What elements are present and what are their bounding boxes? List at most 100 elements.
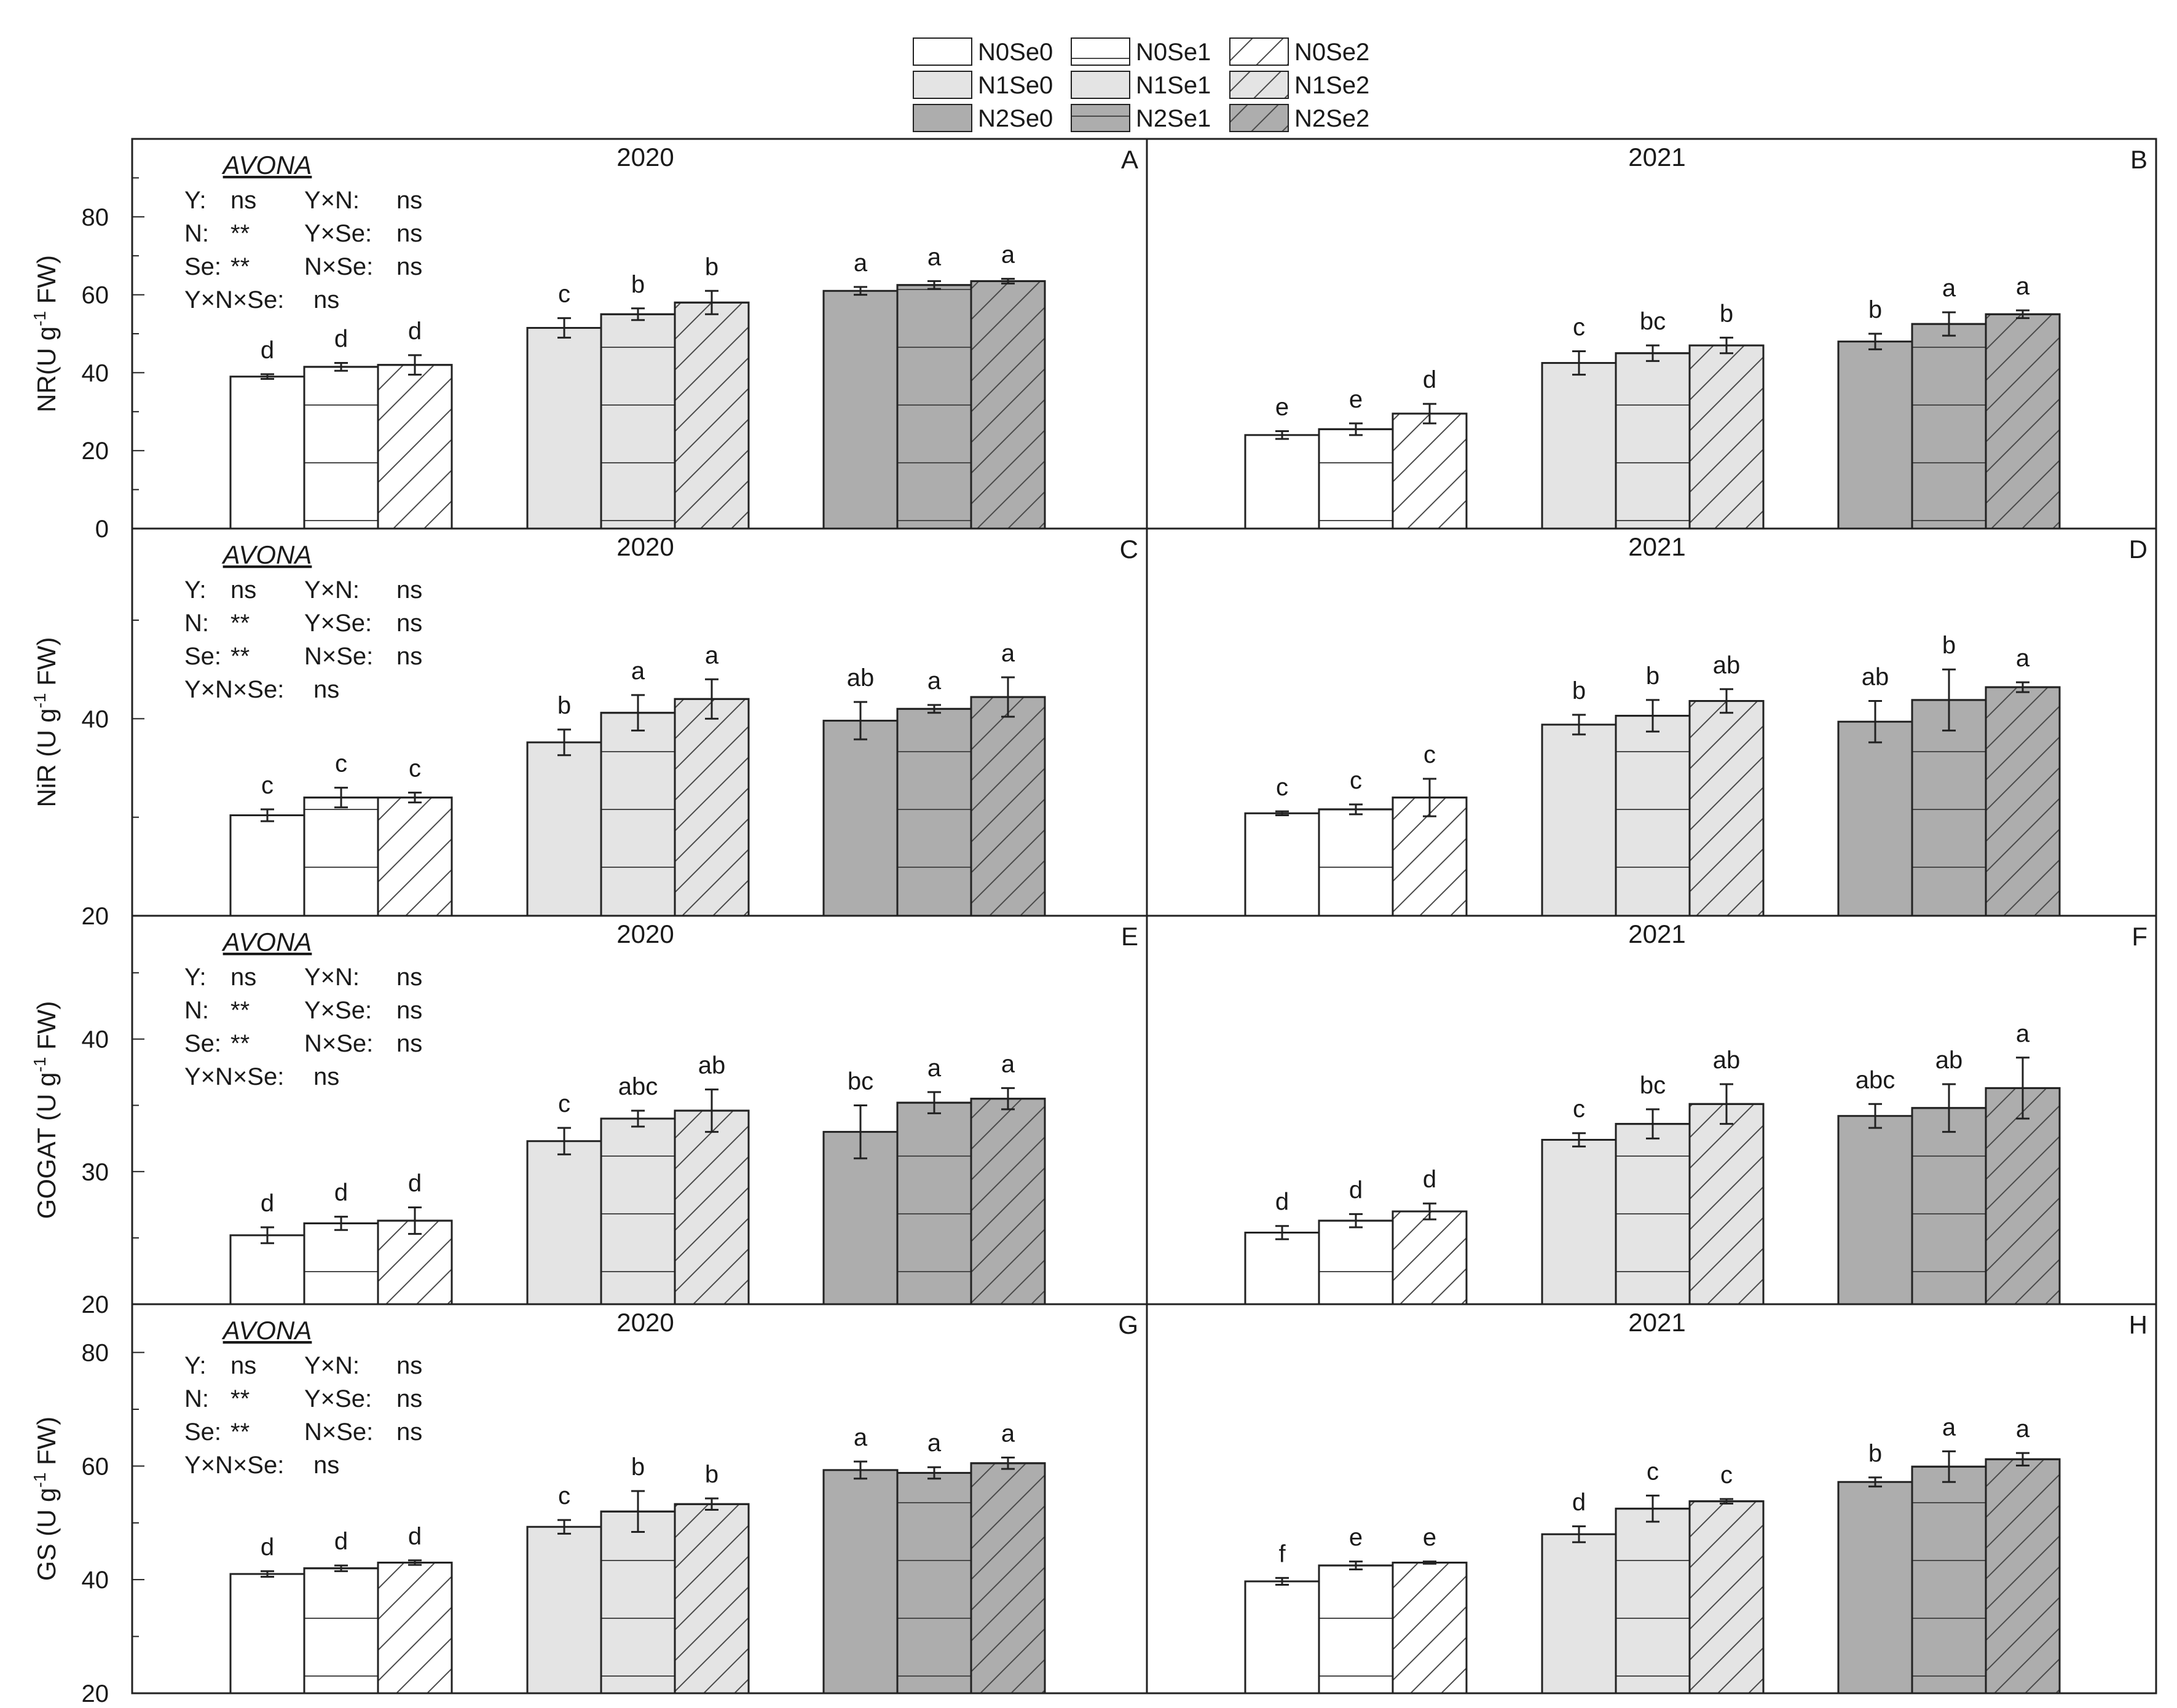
legend: N0Se0 N0Se1 N0Se2 N1Se0 N1Se1 N1Se2 N2Se0 N2Se1… (913, 37, 1369, 132)
y-axis-title-part: NR(U g (32, 326, 61, 412)
significance-letter: ab (1862, 664, 1889, 691)
panel-year: 2020 (616, 143, 674, 171)
bar-pattern-N0Se1 (1318, 808, 1394, 917)
bar-pattern-N0Se1 (303, 1567, 379, 1694)
bar-N2Se0 (822, 289, 899, 530)
significance-letter: b (705, 1461, 718, 1488)
bar-N2Se0 (822, 1469, 899, 1694)
stats-sig: ns (396, 1030, 422, 1057)
y-tick-label: 20 (82, 438, 109, 465)
stats-sig: ns (396, 253, 422, 280)
significance-letter: a (1001, 1050, 1015, 1077)
stats-sig: ns (396, 1419, 422, 1446)
significance-letter: b (557, 692, 571, 719)
bar-N0Se0 (229, 1234, 305, 1305)
panel-year: 2020 (616, 1308, 674, 1337)
significance-letter: b (1646, 663, 1659, 690)
y-tick-label: 60 (82, 1453, 109, 1480)
significance-letter: d (1349, 1176, 1363, 1203)
bar-pattern-N2Se1 (896, 284, 972, 530)
significance-letter: d (261, 1533, 274, 1560)
stats-sig: ns (230, 964, 256, 991)
stats-factor: Y×N: (304, 187, 360, 214)
bar-pattern-N2Se2 (970, 280, 1046, 530)
y-axis-title: GOGAT (U g-1 FW) (30, 1001, 61, 1219)
significance-letter: bc (848, 1068, 873, 1095)
legend-swatch-N0Se0 (913, 37, 972, 66)
panel-letter: C (1120, 535, 1138, 564)
y-tick-label: 40 (82, 1026, 109, 1053)
panel-letter: D (2129, 535, 2147, 564)
legend-swatch-pattern-N2Se1 (1071, 104, 1130, 132)
panel-year: 2021 (1628, 1308, 1685, 1337)
legend-label-N2Se0: N2Se0 (978, 105, 1053, 132)
significance-letter: d (408, 1523, 422, 1550)
bar-pattern-N2Se1 (896, 1471, 972, 1694)
legend-swatch-pattern-N1Se2 (1229, 71, 1289, 99)
significance-letter: d (1572, 1489, 1586, 1516)
bar-N0Se0 (229, 1573, 305, 1694)
stats-factor: Y×N: (304, 577, 360, 604)
stats-factor: Y×N: (304, 964, 360, 991)
significance-letter: bc (1640, 308, 1666, 335)
bar-pattern-N1Se1 (1615, 715, 1691, 917)
stats-sig: ** (230, 1385, 250, 1412)
stats-factor: Y: (184, 964, 207, 991)
stats-sig: ns (396, 643, 422, 670)
legend-swatch-pattern-N2Se2 (1229, 104, 1289, 132)
legend-swatch-N1Se0 (913, 71, 972, 99)
significance-letter: d (408, 318, 422, 345)
bar-pattern-N1Se2 (674, 698, 750, 917)
stats-factor: Se: (184, 1030, 221, 1057)
y-tick-label: 60 (82, 282, 109, 309)
stats-factor: Y×N×Se: (184, 676, 284, 703)
bar-pattern-N0Se1 (303, 797, 379, 917)
significance-letter: c (335, 750, 347, 777)
bar-pattern-N1Se1 (600, 1117, 676, 1305)
significance-letter: b (705, 253, 718, 280)
bar-N0Se0 (1244, 1580, 1320, 1694)
significance-letter: a (927, 243, 942, 270)
stats-sig: ns (313, 286, 339, 313)
stats-factor: N: (184, 1385, 209, 1412)
panel-letter: E (1121, 922, 1138, 951)
significance-letter: e (1275, 394, 1289, 421)
bar-N1Se0 (526, 1140, 602, 1305)
significance-letter: d (1423, 1166, 1436, 1193)
significance-letter: c (1573, 1096, 1585, 1123)
significance-letter: ab (1713, 651, 1741, 679)
bar-N2Se0 (1837, 1481, 1913, 1694)
bar-pattern-N2Se2 (970, 1098, 1046, 1305)
stats-factor: N×Se: (304, 1030, 373, 1057)
significance-letter: a (1942, 275, 1956, 302)
significance-letter: d (334, 326, 348, 353)
stats-factor: N×Se: (304, 1419, 373, 1446)
stats-sig: ns (230, 1352, 256, 1379)
panel-letter: B (2130, 145, 2147, 174)
bar-pattern-N1Se2 (674, 301, 750, 530)
significance-letter: b (1572, 677, 1586, 704)
significance-letter: a (631, 658, 645, 685)
stats-title: AVONA (221, 540, 312, 569)
bar-N1Se0 (526, 741, 602, 917)
bar-N0Se0 (229, 376, 305, 530)
stats-factor: N: (184, 997, 209, 1024)
panel-B: 2021 Be e d c bc b b a a (1146, 138, 2157, 530)
bar-pattern-N2Se1 (1911, 1107, 1987, 1305)
stats-factor: Se: (184, 253, 221, 280)
legend-label-N2Se1: N2Se1 (1136, 105, 1211, 132)
stats-sig: ns (313, 1452, 339, 1479)
y-axis-title-part: FW) (32, 1417, 61, 1473)
stats-factor: Y×Se: (304, 610, 372, 637)
legend-swatch-N2Se0 (913, 104, 972, 132)
stats-sig: ** (230, 610, 250, 637)
significance-letter: c (1647, 1458, 1659, 1485)
significance-letter: a (2016, 1020, 2030, 1047)
significance-letter: abc (618, 1073, 658, 1100)
significance-letter: c (1423, 741, 1436, 768)
legend-label-N0Se2: N0Se2 (1294, 39, 1369, 66)
significance-letter: e (1423, 1524, 1436, 1551)
y-axis-title-part: FW) (32, 255, 61, 311)
stats-factor: Y: (184, 577, 207, 604)
stats-factor: Y: (184, 1352, 207, 1379)
